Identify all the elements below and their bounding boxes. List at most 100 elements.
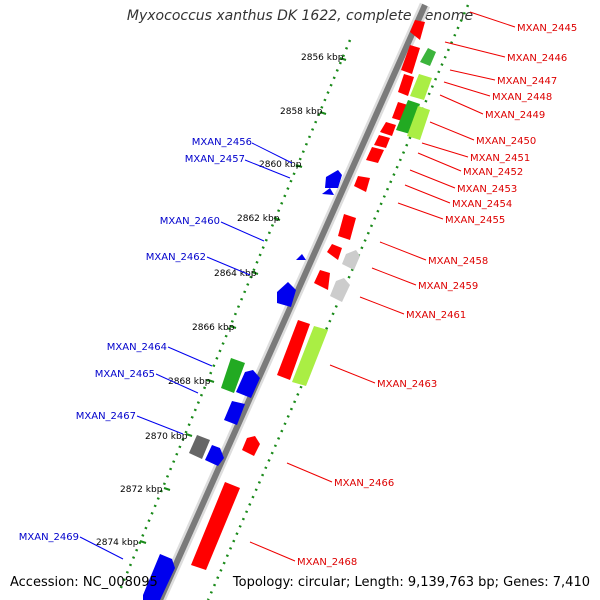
backbone (157, 3, 428, 600)
feature-mxan-2466[interactable] (242, 436, 260, 456)
feature-mxan-2449c[interactable] (407, 106, 430, 140)
leader-line (421, 142, 469, 158)
leader-line (449, 69, 496, 81)
feature-mxan-2463[interactable] (292, 326, 328, 386)
leader-line (359, 296, 405, 315)
right-tick-axis (206, 4, 470, 600)
gene-label[interactable]: MXAN_2450 (476, 136, 536, 147)
leader-line (443, 81, 491, 97)
feature-mxan-2464[interactable] (221, 358, 245, 393)
feature-mxan-2465b[interactable] (224, 401, 245, 425)
gene-label[interactable]: MXAN_2460 (160, 216, 220, 227)
leader-line (167, 346, 213, 367)
feature-mxan-2469[interactable] (143, 554, 175, 600)
feature-mxan-2460[interactable] (296, 254, 306, 260)
genome-summary-text: Topology: circular; Length: 9,139,763 bp… (232, 575, 590, 590)
tick-mark (229, 325, 237, 329)
tick-mark (185, 433, 193, 437)
tick-mark (319, 111, 327, 115)
feature-grey-2459[interactable] (330, 278, 350, 302)
feature-mxan-2462[interactable] (277, 282, 296, 307)
gene-label[interactable]: MXAN_2451 (470, 153, 530, 164)
gene-label[interactable]: MXAN_2446 (507, 53, 567, 64)
tick-mark (163, 487, 171, 491)
tick-label: 2866 kbp (192, 323, 235, 333)
gene-label[interactable]: MXAN_2459 (418, 281, 478, 292)
left-labels: MXAN_2456 MXAN_2457 MXAN_2460 MXAN_2462 … (19, 137, 252, 543)
feature-mxan-2447[interactable] (398, 74, 414, 96)
feature-mxan-2467[interactable] (205, 445, 224, 466)
gene-label[interactable]: MXAN_2467 (76, 411, 136, 422)
tick-label: 2858 kbp (280, 107, 323, 117)
gene-label[interactable]: MXAN_2445 (517, 23, 577, 34)
leader-line (136, 415, 184, 435)
leader-line (444, 41, 506, 58)
feature-mxan-2445[interactable] (410, 20, 425, 40)
leader-line (329, 364, 376, 384)
gene-label[interactable]: MXAN_2465 (95, 369, 155, 380)
leader-line (249, 541, 296, 562)
feature-mxan-2459[interactable] (314, 270, 330, 290)
tick-label: 2868 kbp (168, 377, 211, 387)
feature-mxan-2454[interactable] (354, 176, 370, 192)
left-tick-axis (118, 39, 352, 591)
gene-label[interactable]: MXAN_2455 (445, 215, 505, 226)
gene-label[interactable]: MXAN_2448 (492, 92, 552, 103)
leader-line (429, 121, 475, 141)
tick-label: 2862 kbp (237, 214, 280, 224)
gene-label[interactable]: MXAN_2466 (334, 478, 394, 489)
gene-label[interactable]: MXAN_2461 (406, 310, 466, 321)
gene-label[interactable]: MXAN_2462 (146, 252, 206, 263)
feature-mxan-2450[interactable] (380, 122, 396, 136)
gene-label[interactable]: MXAN_2453 (457, 184, 517, 195)
feature-mxan-2451[interactable] (374, 135, 390, 148)
tick-label: 2870 kbp (145, 432, 188, 442)
map-title: Myxococcus xanthus DK 1622, complete gen… (126, 8, 474, 24)
feature-mxan-2468[interactable] (191, 482, 240, 570)
leader-line (206, 256, 251, 276)
leader-line (251, 142, 293, 164)
tick-mark (207, 379, 215, 383)
feature-mxan-2452[interactable] (366, 147, 384, 163)
feature-mxan-2449b[interactable] (396, 100, 420, 134)
tick-label: 2860 kbp (259, 160, 302, 170)
gene-label[interactable]: MXAN_2447 (497, 76, 557, 87)
leader-line (469, 11, 516, 28)
leader-line (371, 267, 417, 286)
right-labels: MXAN_2445 MXAN_2446 MXAN_2447 MXAN_2448 … (297, 23, 577, 568)
gene-label[interactable]: MXAN_2468 (297, 557, 357, 568)
gene-label[interactable]: MXAN_2449 (485, 110, 545, 121)
tick-marks (139, 57, 347, 544)
feature-mxan-2457[interactable] (322, 188, 334, 195)
feature-mxan-2446[interactable] (401, 45, 420, 74)
tick-mark (273, 217, 281, 221)
gene-label[interactable]: MXAN_2463 (377, 379, 437, 390)
gene-label[interactable]: MXAN_2457 (185, 154, 245, 165)
tick-mark (139, 540, 147, 544)
gene-label[interactable]: MXAN_2452 (463, 167, 523, 178)
feature-other-grey[interactable] (189, 435, 210, 459)
leader-line (439, 94, 484, 115)
leader-line (244, 159, 291, 179)
gene-label[interactable]: MXAN_2454 (452, 199, 512, 210)
tick-label: 2856 kbp (301, 53, 344, 63)
leader-line (404, 184, 451, 204)
forward-strand-features (191, 20, 436, 570)
gene-label[interactable]: MXAN_2458 (428, 256, 488, 267)
gene-label[interactable]: MXAN_2456 (192, 137, 252, 148)
right-leaders (249, 11, 516, 562)
leader-line (220, 221, 265, 242)
reverse-strand-features (143, 170, 342, 600)
feature-mxan-2455[interactable] (338, 214, 356, 240)
feature-mxan-2456[interactable] (325, 170, 342, 188)
feature-mxan-2446b[interactable] (420, 48, 436, 66)
leader-line (397, 202, 444, 220)
feature-mxan-2461[interactable] (277, 320, 310, 380)
gene-label[interactable]: MXAN_2464 (107, 342, 167, 353)
feature-mxan-2449[interactable] (392, 102, 408, 121)
feature-mxan-2458[interactable] (327, 244, 342, 260)
feature-grey-2458[interactable] (342, 250, 360, 270)
feature-mxan-2465[interactable] (236, 370, 260, 398)
feature-mxan-2448[interactable] (410, 74, 432, 100)
gene-label[interactable]: MXAN_2469 (19, 532, 79, 543)
